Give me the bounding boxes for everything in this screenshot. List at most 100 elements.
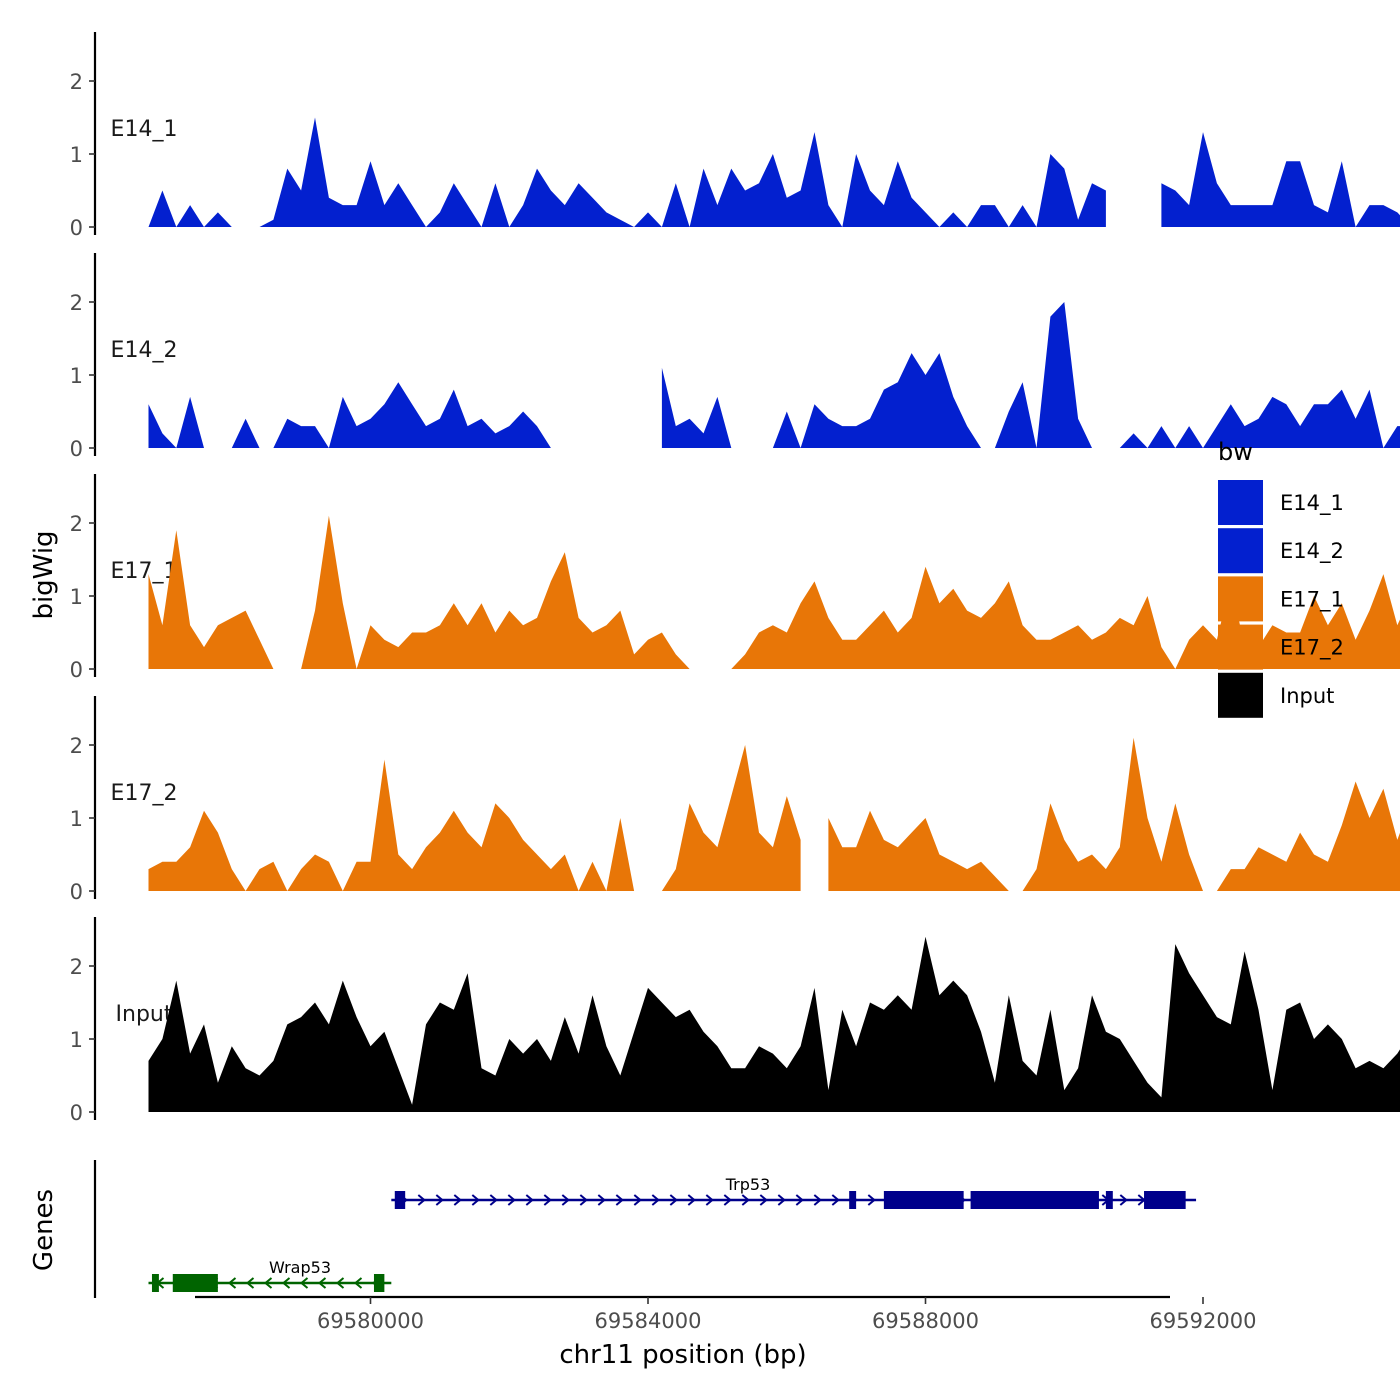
y-tick-label: 2 xyxy=(70,70,83,94)
strand-arrow xyxy=(227,1277,237,1289)
strand-arrow xyxy=(317,1277,327,1289)
y-tick-label: 2 xyxy=(70,291,83,315)
strand-arrow xyxy=(353,1277,363,1289)
track-label: E14_2 xyxy=(111,338,178,363)
y-tick-label: 0 xyxy=(70,216,83,240)
track-E17_1: 0 1 2 E17_1 xyxy=(70,474,1400,682)
gene-label: Trp53 xyxy=(725,1175,771,1194)
strand-arrow xyxy=(687,1194,696,1206)
x-tick-label: 69588000 xyxy=(872,1309,979,1333)
area-segment-E14_1 xyxy=(1161,132,1400,227)
gene-exon xyxy=(151,1274,159,1292)
y-tick-label: 2 xyxy=(70,955,83,979)
track-E14_2: 0 1 2 E14_2 xyxy=(70,253,1400,461)
gene-Wrap53: Wrap53 xyxy=(148,1258,392,1292)
legend-swatch-E17_1 xyxy=(1218,576,1263,622)
x-axis: 69580000 69584000 69588000 69592000 xyxy=(195,1295,1257,1333)
strand-arrow xyxy=(669,1194,678,1206)
area-segment-E17_2 xyxy=(828,737,1400,891)
area-segment-E14_2 xyxy=(661,302,1400,448)
legend-swatch-E14_2 xyxy=(1218,528,1263,574)
strand-arrow xyxy=(705,1194,714,1206)
strand-arrow xyxy=(795,1194,804,1206)
strand-arrow xyxy=(579,1194,588,1206)
strand-arrow xyxy=(417,1194,426,1206)
y-tick-label: 1 xyxy=(70,364,83,388)
y-axis-title: bigWig xyxy=(29,530,59,619)
track-E17_2: 0 1 2 E17_2 xyxy=(70,696,1400,904)
gene-Trp53: Trp53 xyxy=(391,1175,1197,1209)
y-tick-label: 0 xyxy=(70,880,83,904)
strand-arrow xyxy=(813,1194,822,1206)
legend-swatch-E17_2 xyxy=(1218,624,1263,670)
y-tick-label: 1 xyxy=(70,585,83,609)
legend-title: bw xyxy=(1218,438,1253,466)
strand-arrow xyxy=(723,1194,732,1206)
y-tick-label: 2 xyxy=(70,734,83,758)
strand-arrow xyxy=(281,1277,291,1289)
area-segment-Input xyxy=(148,936,1400,1112)
coverage-tracks: 0 1 2 E14_1 0 1 2 E14_2 0 1 2 E17_1 0 1 2 E17_2 0 1 2 Input xyxy=(70,32,1400,1125)
y-tick-label: 0 xyxy=(70,658,83,682)
strand-arrow xyxy=(489,1194,498,1206)
legend: bw E14_1 E14_2 E17_1 E17_2 Input xyxy=(1218,438,1344,718)
y-tick-label: 1 xyxy=(70,1028,83,1052)
track-label: Input xyxy=(116,1002,173,1027)
y-tick-label: 0 xyxy=(70,437,83,461)
strand-arrow xyxy=(777,1194,786,1206)
strand-arrow xyxy=(435,1194,444,1206)
legend-label: E17_2 xyxy=(1280,636,1344,661)
strand-arrow xyxy=(453,1194,462,1206)
gene-exon xyxy=(970,1191,1099,1209)
area-segment-E17_1 xyxy=(148,515,704,669)
gene-exon xyxy=(883,1191,964,1209)
x-tick-label: 69580000 xyxy=(317,1309,424,1333)
area-segment-E14_1 xyxy=(148,117,1106,227)
area-segment-E14_2 xyxy=(148,382,551,448)
y-tick-label: 0 xyxy=(70,1101,83,1125)
legend-label: E14_2 xyxy=(1280,539,1344,564)
legend-label: Input xyxy=(1280,684,1334,708)
legend-label: E17_1 xyxy=(1280,587,1344,612)
area-segment-E17_2 xyxy=(148,745,801,891)
y-tick-label: 1 xyxy=(70,807,83,831)
strand-arrow xyxy=(831,1194,840,1206)
strand-arrow xyxy=(867,1194,876,1206)
strand-arrow xyxy=(597,1194,606,1206)
x-tick-label: 69584000 xyxy=(595,1309,702,1333)
gene-exon xyxy=(1105,1191,1113,1209)
strand-arrow xyxy=(633,1194,642,1206)
gene-exon xyxy=(172,1274,218,1292)
legend-swatch-E14_1 xyxy=(1218,480,1263,525)
strand-arrow xyxy=(615,1194,624,1206)
strand-arrow xyxy=(651,1194,660,1206)
strand-arrow xyxy=(263,1277,273,1289)
track-E14_1: 0 1 2 E14_1 xyxy=(70,32,1400,240)
strand-arrow xyxy=(245,1277,255,1289)
gene-exon xyxy=(849,1191,857,1209)
strand-arrow xyxy=(741,1194,750,1206)
track-Input: 0 1 2 Input xyxy=(70,917,1400,1125)
genes-axis-title: Genes xyxy=(29,1189,59,1271)
x-axis-title: chr11 position (bp) xyxy=(559,1340,806,1370)
gene-track: Trp53 Wrap53 xyxy=(93,1160,1197,1298)
legend-label: E14_1 xyxy=(1280,491,1344,516)
strand-arrow xyxy=(525,1194,534,1206)
legend-swatch-Input xyxy=(1218,672,1263,718)
strand-arrow xyxy=(299,1277,309,1289)
track-label: E17_2 xyxy=(111,781,178,806)
track-label: E14_1 xyxy=(111,117,178,142)
track-label: E17_1 xyxy=(111,559,178,584)
gene-exon xyxy=(373,1274,385,1292)
strand-arrow xyxy=(507,1194,516,1206)
strand-arrow xyxy=(543,1194,552,1206)
strand-arrow xyxy=(1119,1194,1128,1206)
y-tick-label: 2 xyxy=(70,512,83,536)
gene-exon xyxy=(394,1191,406,1209)
x-tick-label: 69592000 xyxy=(1150,1309,1257,1333)
strand-arrow xyxy=(759,1194,768,1206)
strand-arrow xyxy=(335,1277,345,1289)
gene-label: Wrap53 xyxy=(269,1258,331,1277)
strand-arrow xyxy=(471,1194,480,1206)
